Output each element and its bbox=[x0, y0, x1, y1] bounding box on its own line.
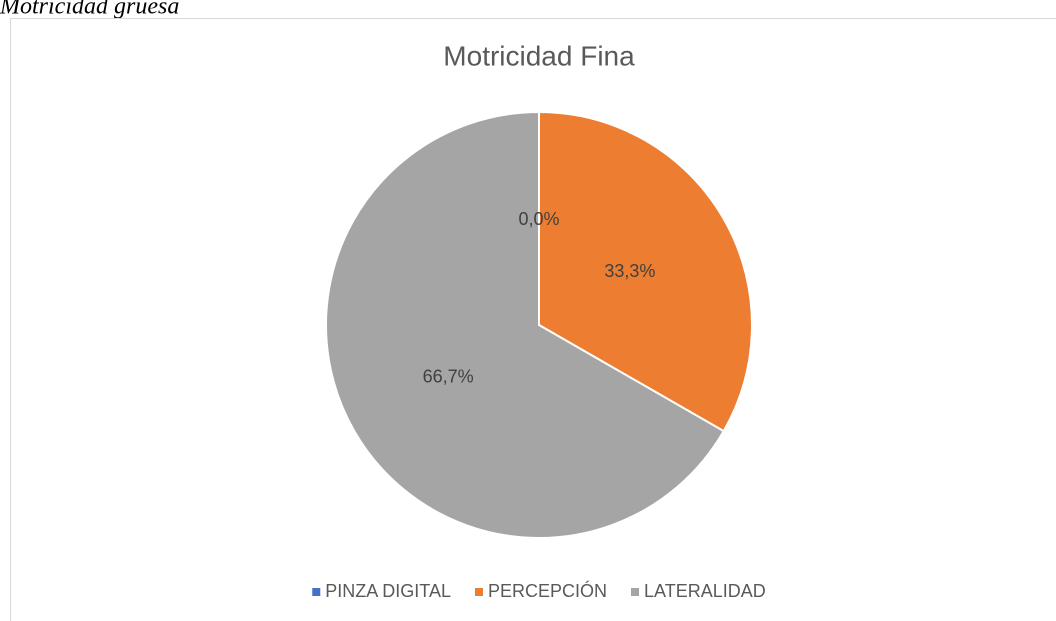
caption: Motricidad gruesa bbox=[0, 0, 179, 20]
data-label: 66,7% bbox=[423, 366, 474, 386]
legend-marker bbox=[474, 588, 483, 596]
chart-title: Motricidad Fina bbox=[443, 40, 635, 71]
legend-marker bbox=[312, 588, 321, 596]
legend-label: LATERALIDAD bbox=[644, 581, 766, 601]
legend-label: PINZA DIGITAL bbox=[325, 581, 451, 601]
data-label: 33,3% bbox=[604, 261, 655, 281]
data-label: 0,0% bbox=[518, 209, 559, 229]
pie-slice bbox=[538, 110, 753, 433]
legend-marker bbox=[631, 588, 640, 596]
pie-slice bbox=[325, 110, 726, 539]
legend-label: PERCEPCIÓN bbox=[488, 580, 607, 601]
